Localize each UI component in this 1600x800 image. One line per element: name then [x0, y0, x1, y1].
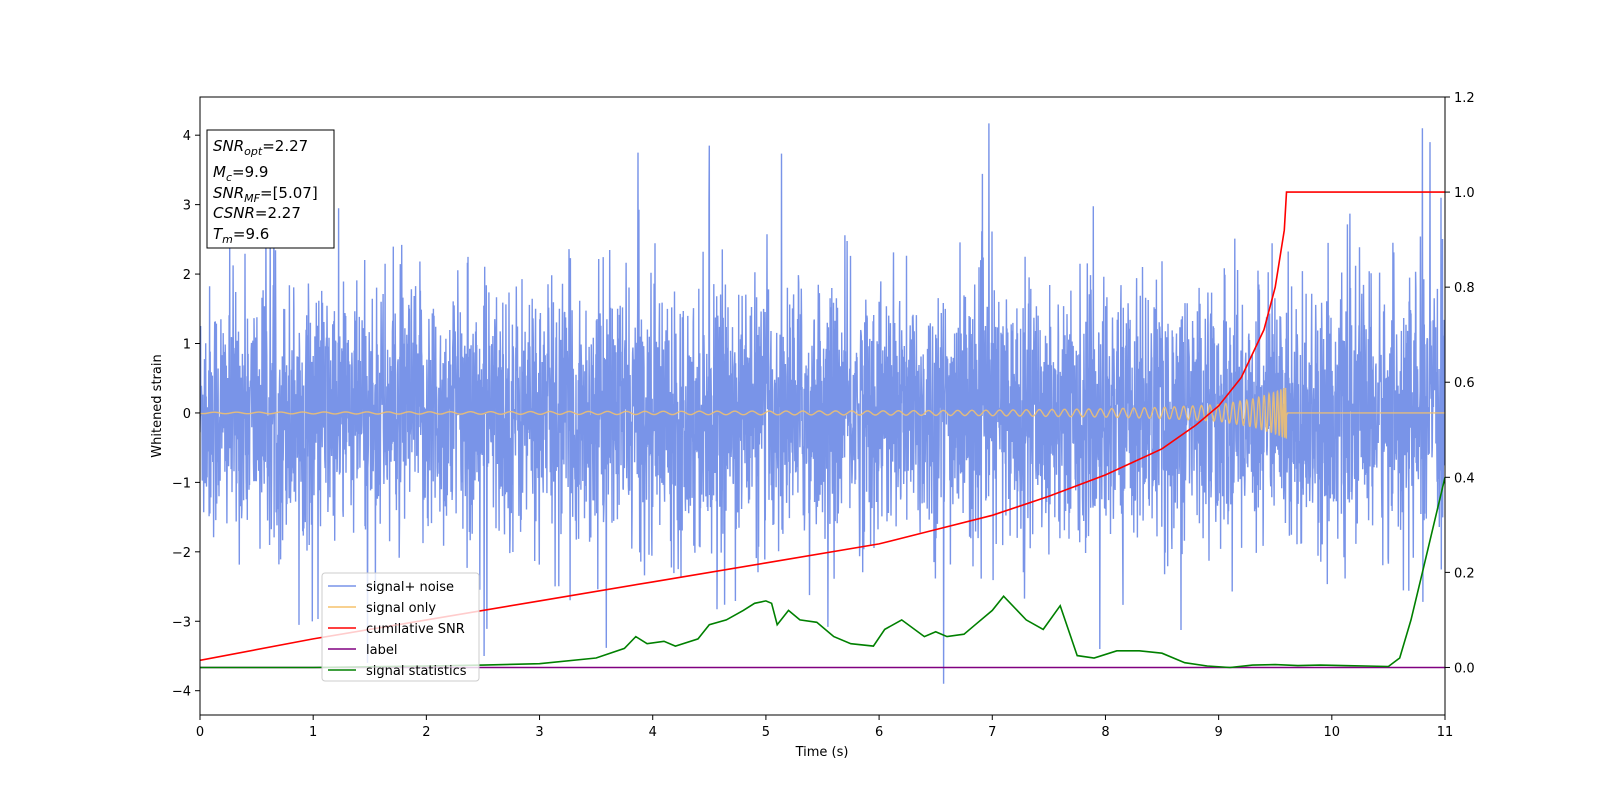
x-tick-label: 0 [196, 725, 204, 740]
info-box-line: SNRMF=[5.07] [213, 184, 318, 205]
y2-tick-label: 0.8 [1454, 281, 1475, 296]
series-line-signal-statistics [200, 477, 1445, 669]
info-box-frame [206, 129, 335, 249]
y2-tick-label: 0.4 [1454, 471, 1475, 486]
y-tick-label: 3 [183, 199, 191, 214]
x-tick-label: 4 [649, 725, 657, 740]
x-tick-label: 1 [309, 725, 317, 740]
y-tick-label: −1 [172, 476, 191, 491]
info-box-line: SNRopt=2.27 [213, 137, 308, 158]
y-tick-label: −3 [172, 615, 191, 630]
info-box-line: Mc=9.9 [213, 163, 268, 184]
x-tick-label: 5 [762, 725, 770, 740]
y2-tick-label: 1.0 [1454, 186, 1475, 201]
legend-entry: signal+ noise [366, 580, 454, 595]
axes: 0 1 2 3 4 5 6 7 8 9 10 11 −4 −3 −2 −1 0 1 2 3 4 0.0 0.2 0.4 0.6 0… [172, 91, 1475, 740]
info-box-line: CSNR=2.27 [213, 204, 301, 222]
legend-entry: signal statistics [366, 664, 467, 679]
legend-entry: label [366, 643, 397, 658]
y2-tick-label: 0.0 [1454, 661, 1475, 676]
x-tick-label: 6 [875, 725, 883, 740]
x-tick-label: 2 [422, 725, 430, 740]
y-tick-label: 2 [183, 268, 191, 283]
y-tick-label: 4 [183, 129, 191, 144]
info-box-line: Tm=9.6 [213, 225, 269, 246]
x-tick-label: 10 [1324, 725, 1341, 740]
legend-entry: cumilative SNR [366, 622, 465, 637]
y-tick-label: 1 [183, 338, 191, 353]
series-line-cumulative-snr [200, 191, 1445, 662]
x-tick-label: 8 [1101, 725, 1109, 740]
y2-tick-label: 1.2 [1454, 91, 1475, 106]
y2-tick-label: 0.2 [1454, 566, 1475, 581]
x-tick-label: 3 [535, 725, 543, 740]
y2-tick-label: 0.6 [1454, 376, 1475, 391]
y-tick-label: −4 [172, 685, 191, 700]
series-line-signal-only [200, 387, 1445, 439]
legend-entry: signal only [366, 601, 436, 616]
legend: signal+ noise signal only cumilative SNR la… [321, 572, 480, 682]
x-tick-label: 9 [1214, 725, 1222, 740]
y-tick-label: 0 [183, 407, 191, 422]
plot-frame [199, 96, 1446, 716]
x-tick-label: 11 [1437, 725, 1454, 740]
y-axis-label: Whitened strain [150, 354, 165, 457]
series-line-signal-noise [200, 123, 1445, 684]
x-tick-label: 7 [988, 725, 996, 740]
legend-frame [321, 572, 480, 682]
x-axis-label: Time (s) [795, 745, 849, 760]
y-tick-label: −2 [172, 546, 191, 561]
